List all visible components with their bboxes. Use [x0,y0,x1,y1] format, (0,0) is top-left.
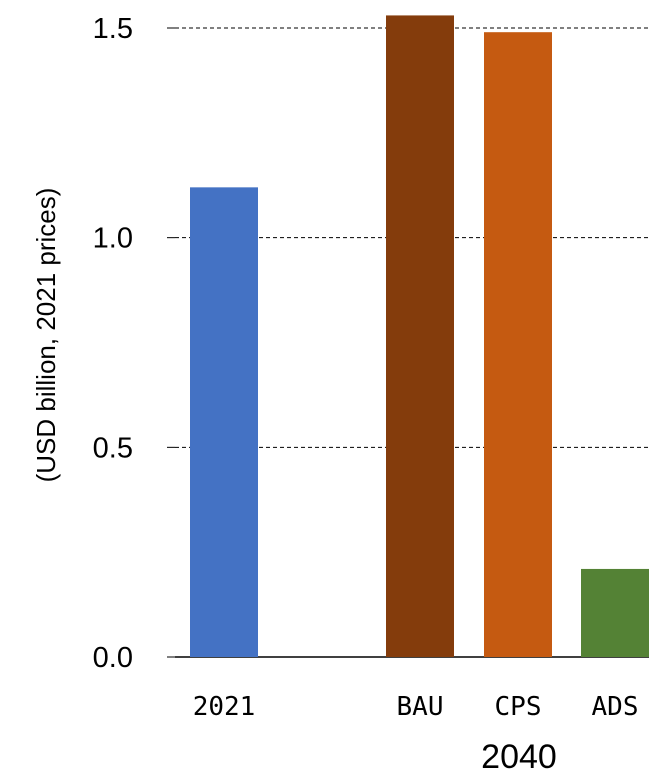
y-axis-title: (USD billion, 2021 prices) [31,188,61,483]
x-category-labels: 2021 BAU CPS ADS [193,692,639,722]
bar-ads [581,568,649,657]
bar-2021 [190,187,258,657]
x-category-label: ADS [592,692,639,722]
y-tick-label: 0.5 [93,432,133,464]
x-category-label: 2021 [193,692,256,722]
bar-bau [386,15,454,658]
y-tick-labels: 0.0 0.5 1.0 1.5 [93,13,133,674]
group-label: 2040 [481,738,557,775]
y-tick-label: 1.5 [93,13,133,45]
x-category-label: CPS [495,692,542,722]
y-tick-label: 0.0 [93,642,133,674]
y-tick-label: 1.0 [93,223,133,255]
x-category-label: BAU [397,692,444,722]
bar-cps [484,32,552,657]
bars [190,15,649,658]
